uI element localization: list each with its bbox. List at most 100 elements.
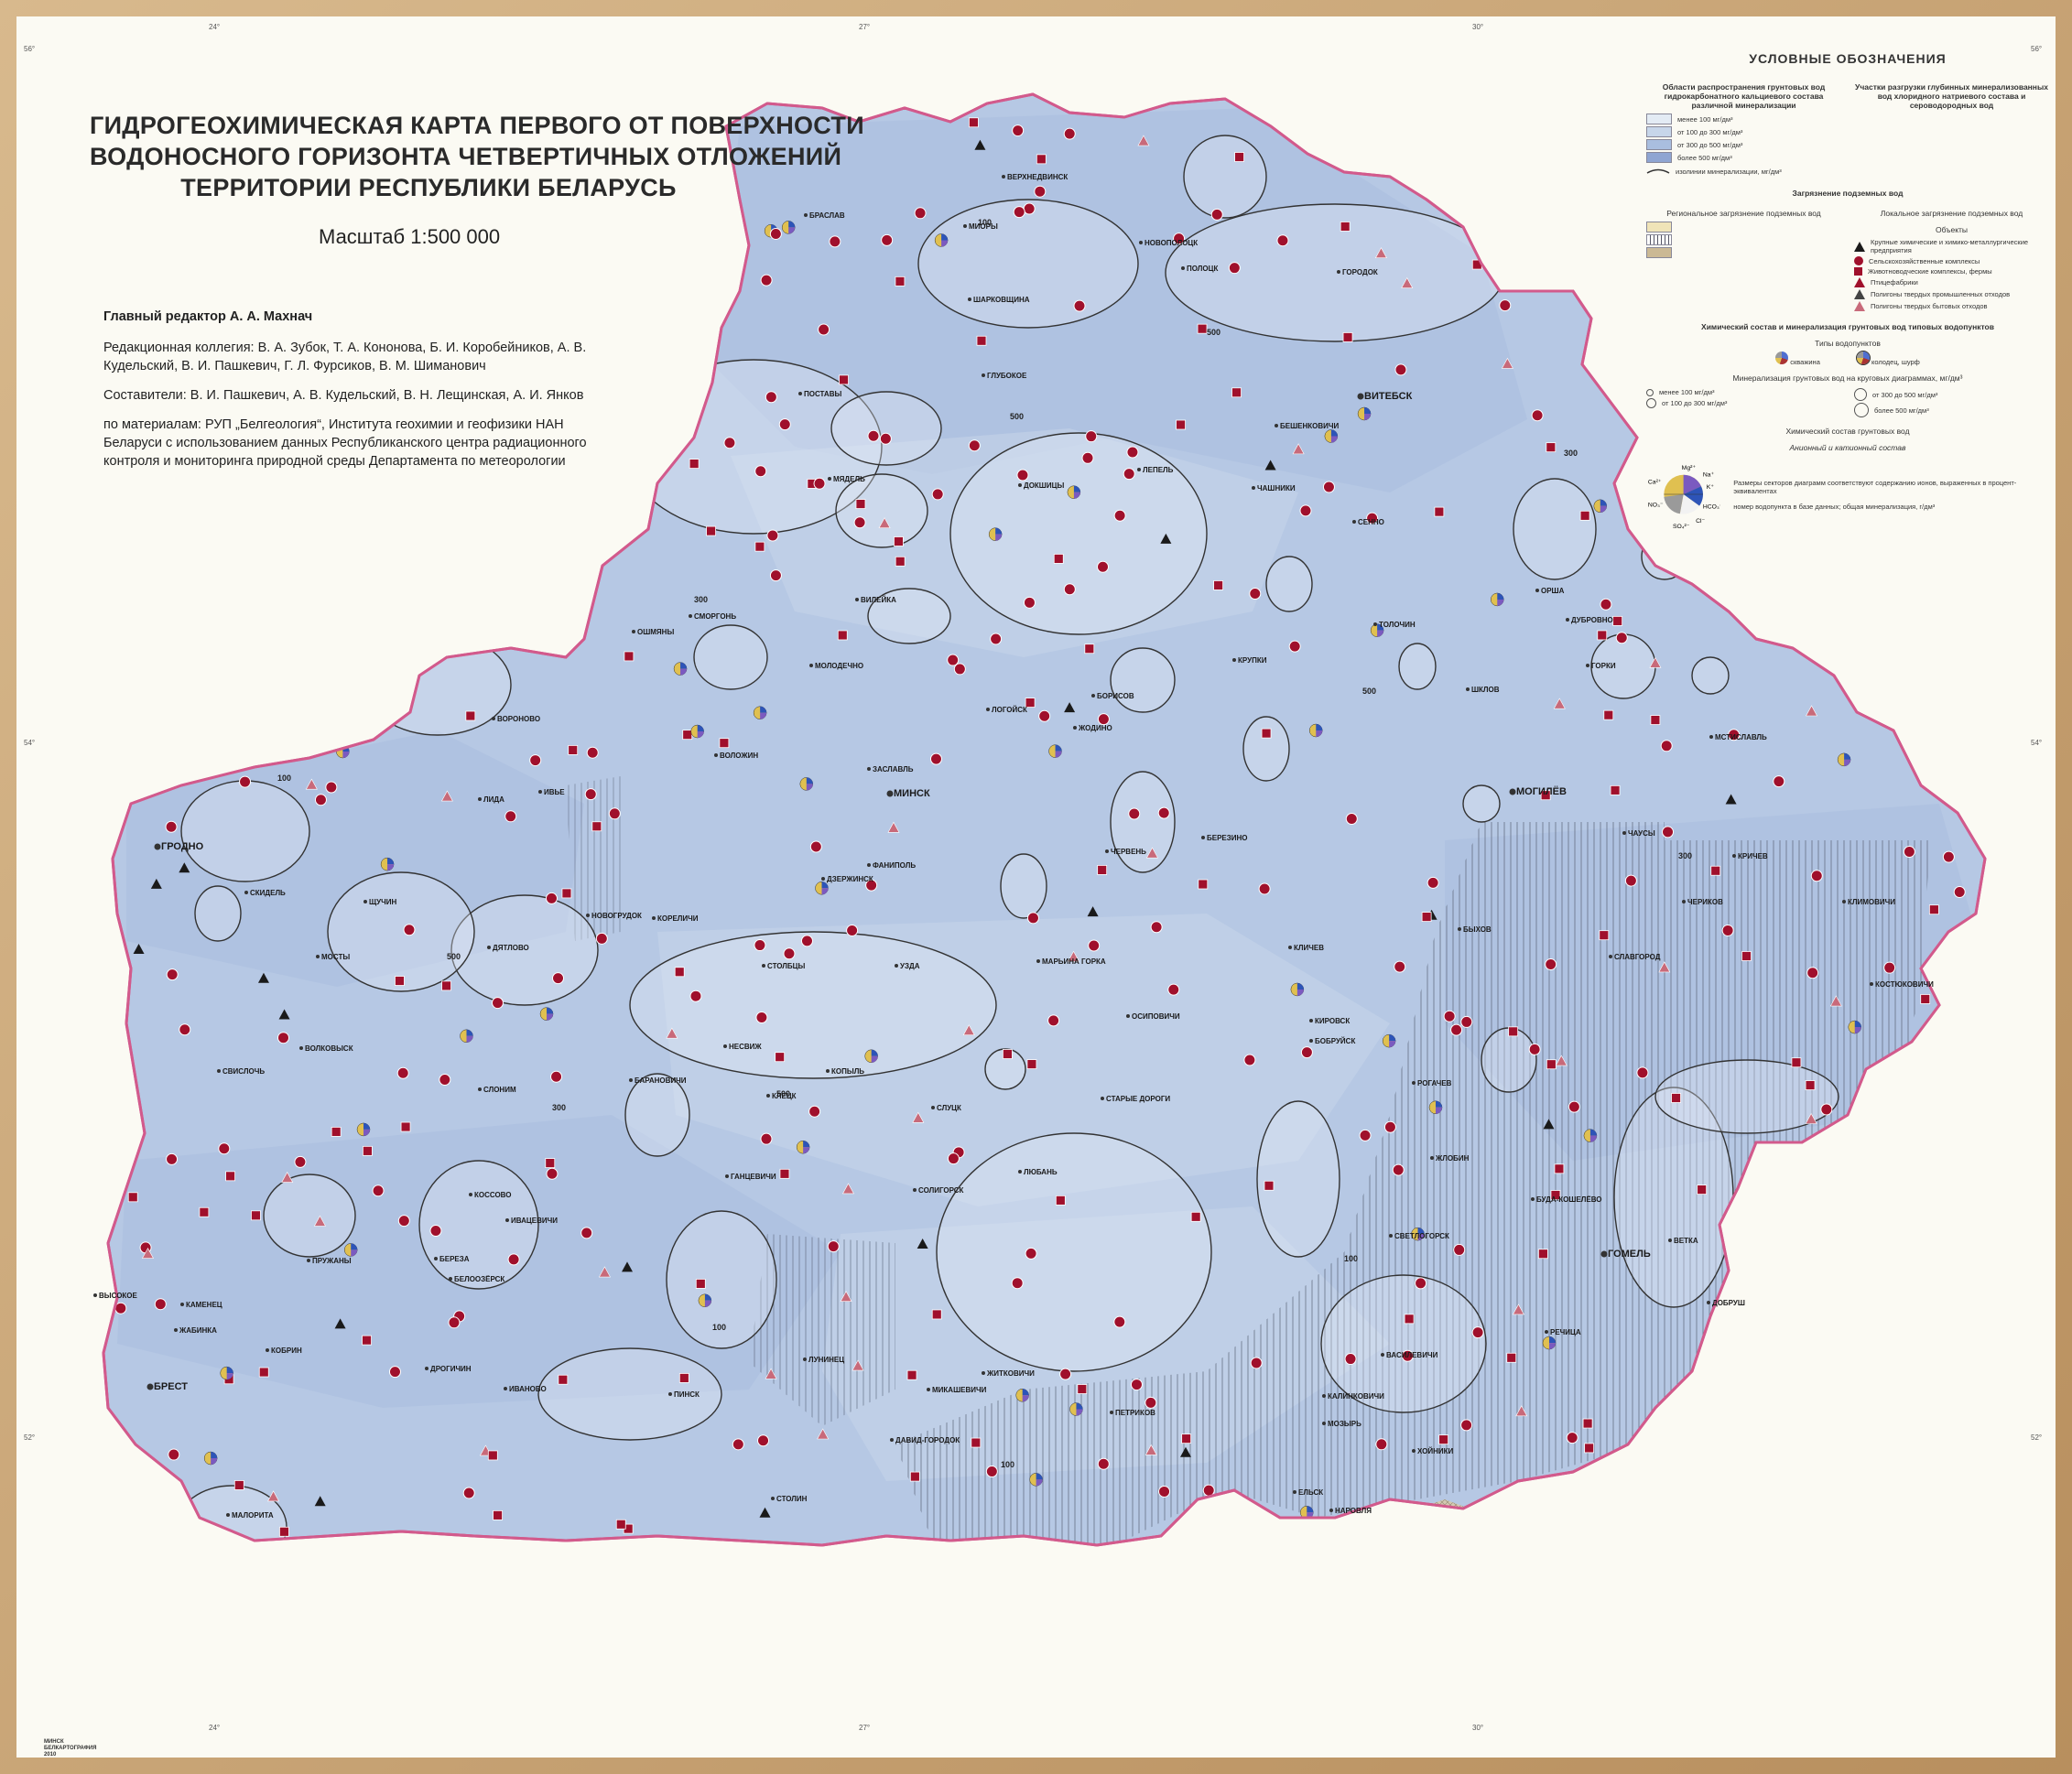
city-dot xyxy=(299,1046,303,1050)
water-point-pie-sector xyxy=(1389,1041,1396,1048)
agricultural-complex-marker xyxy=(1460,1419,1473,1432)
triangle-marker-icon xyxy=(1854,289,1865,299)
chemical-plant-marker xyxy=(1180,1446,1192,1457)
city-label: КАМЕНЕЦ xyxy=(186,1301,222,1309)
water-point-pie-sector xyxy=(941,233,949,241)
landfill-marker xyxy=(1515,1405,1528,1417)
city-label: ВАСИЛЕВИЧИ xyxy=(1386,1351,1438,1359)
agricultural-complex-marker xyxy=(947,1152,960,1165)
isoline xyxy=(263,1174,356,1258)
city-label: МИОРЫ xyxy=(969,222,998,231)
livestock-farm-marker xyxy=(689,459,700,470)
legend-stripe-swatch xyxy=(1646,234,1672,245)
agricultural-complex-marker xyxy=(388,1366,401,1379)
publisher-city: МИНСК xyxy=(44,1739,64,1745)
city-dot xyxy=(146,1383,154,1390)
agricultural-complex-marker xyxy=(867,429,880,442)
water-point-pie-sector xyxy=(226,1373,233,1380)
landfill-marker xyxy=(141,1247,154,1259)
ion-pie-icon: Mg²⁺ Na⁺ Ca²⁺ K⁺ HCO₃⁻ NO₃⁻ Cl⁻ SO₄²⁻ xyxy=(1648,465,1720,530)
agricultural-complex-marker xyxy=(403,924,416,936)
water-point-pie-sector xyxy=(1548,1343,1556,1350)
livestock-farm-marker xyxy=(1084,644,1095,654)
city-label: КРИЧЕВ xyxy=(1738,852,1768,860)
agricultural-complex-marker xyxy=(1883,961,1896,974)
livestock-farm-marker xyxy=(1597,630,1608,641)
livestock-farm-marker xyxy=(909,1471,920,1482)
city-dot xyxy=(828,477,831,481)
agricultural-complex-marker xyxy=(1600,598,1612,611)
agricultural-complex-marker xyxy=(1126,446,1139,459)
city-label: СВИСЛОЧЬ xyxy=(222,1067,265,1076)
legend-min-row: от 100 до 300 мг/дм³ xyxy=(1646,398,1841,408)
water-point-pie-sector xyxy=(351,1243,358,1250)
agricultural-complex-marker xyxy=(550,1070,563,1083)
legend-regional-row xyxy=(1646,222,1841,233)
livestock-farm-marker xyxy=(199,1206,210,1217)
city-dot xyxy=(1352,520,1356,524)
city-dot xyxy=(1609,955,1612,958)
livestock-farm-marker xyxy=(1002,1049,1013,1059)
landfill-marker xyxy=(267,1490,280,1502)
legend-object-label: Полигоны твердых промышленных отходов xyxy=(1871,290,2011,298)
city-label: ГАНЦЕВИЧИ xyxy=(731,1173,776,1181)
city-label: БЕРЕЗИНО xyxy=(1207,834,1248,842)
livestock-farm-marker xyxy=(545,1158,556,1168)
city-dot xyxy=(487,946,491,949)
city-label: ПОЛОЦК xyxy=(1187,265,1218,273)
legend-area-label: от 100 до 300 мг/дм³ xyxy=(1677,127,1743,136)
dug-well-icon xyxy=(1855,351,1871,365)
isoline xyxy=(1462,784,1501,823)
isoline xyxy=(1513,478,1597,580)
livestock-farm-marker xyxy=(362,1145,373,1156)
agricultural-complex-marker xyxy=(396,1066,409,1079)
city-label: БОБРУЙСК xyxy=(1315,1037,1355,1045)
isoline-label: 500 xyxy=(1362,687,1376,696)
livestock-farm-marker xyxy=(465,710,476,721)
isoline xyxy=(1256,1100,1340,1258)
agricultural-complex-marker xyxy=(1953,885,1966,898)
livestock-farm-marker xyxy=(1506,1352,1517,1363)
isoline xyxy=(1165,203,1505,342)
landfill-marker xyxy=(1512,1303,1524,1315)
legend-object-label: Полигоны твердых бытовых отходов xyxy=(1871,302,1988,310)
longitude-tick: 30° xyxy=(1472,1724,1483,1732)
circle-marker-icon xyxy=(1854,256,1863,265)
agricultural-complex-marker xyxy=(1942,850,1955,863)
livestock-farm-marker xyxy=(568,745,579,755)
water-point-pie-sector xyxy=(466,1035,473,1043)
livestock-farm-marker xyxy=(1234,152,1244,162)
legend-composition-title: Химический состав грунтовых вод xyxy=(1785,427,1910,436)
livestock-farm-marker xyxy=(695,1279,706,1289)
water-point-pie-sector xyxy=(760,706,767,713)
agricultural-complex-marker xyxy=(1288,640,1301,653)
water-point-pie-sector xyxy=(704,1293,711,1301)
city-dot xyxy=(478,1087,482,1091)
isoline-label: 500 xyxy=(776,1089,790,1098)
longitude-tick: 27° xyxy=(859,23,870,31)
mineralization-zone xyxy=(126,730,584,987)
city-label: ОСИПОВИЧИ xyxy=(1132,1012,1180,1021)
city-label: ЧАУСЫ xyxy=(1628,829,1655,838)
agricultural-complex-marker xyxy=(1063,583,1076,596)
city-label: НОВОГРУДОК xyxy=(591,912,642,920)
isoline xyxy=(629,931,997,1079)
chemical-plant-marker xyxy=(179,862,190,873)
agricultural-complex-marker xyxy=(1228,262,1241,275)
livestock-farm-marker xyxy=(895,276,906,287)
agricultural-complex-marker xyxy=(580,1227,593,1239)
water-point-pie-sector xyxy=(788,221,796,228)
landfill-marker xyxy=(1649,656,1662,668)
legend-swatch xyxy=(1646,152,1672,163)
min-circle-icon xyxy=(1854,403,1869,417)
chief-editor: Главный редактор А. А. Махнач xyxy=(103,309,313,324)
agricultural-complex-marker xyxy=(1531,409,1544,422)
agricultural-complex-marker xyxy=(808,1105,821,1118)
livestock-farm-marker xyxy=(754,541,765,552)
livestock-farm-marker xyxy=(1213,580,1224,590)
agricultural-complex-marker xyxy=(769,569,782,582)
agricultural-complex-marker xyxy=(462,1487,475,1499)
chemical-plant-marker xyxy=(974,139,986,150)
landfill-marker xyxy=(1144,1444,1157,1455)
min-circle-icon xyxy=(1854,388,1867,401)
